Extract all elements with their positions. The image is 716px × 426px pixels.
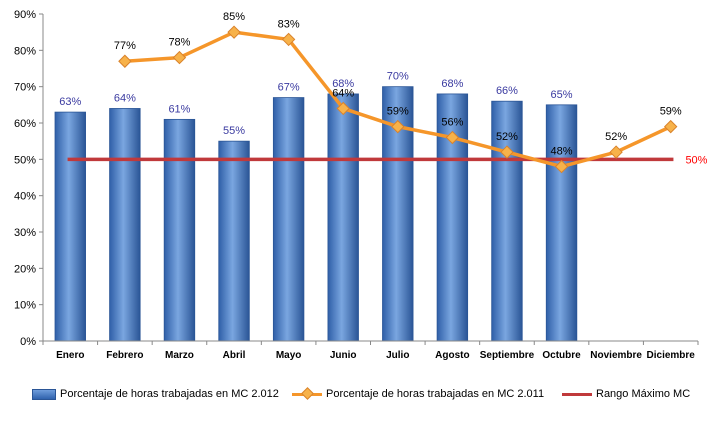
line-data-label: 85% [223, 11, 245, 23]
y-tick-label: 90% [14, 9, 36, 21]
bar [163, 118, 196, 342]
legend: Porcentaje de horas trabajadas en MC 2.0… [0, 380, 716, 410]
y-tick-label: 50% [14, 154, 36, 166]
bar-data-label: 55% [223, 125, 245, 137]
legend-swatch-2011 [292, 387, 322, 400]
x-tick-label: Julio [386, 350, 409, 361]
bar-series [54, 86, 578, 342]
legend-item-max: Rango Máximo MC [562, 386, 690, 402]
line-point [227, 25, 241, 39]
bar-labels: 63% 64% 61% 55% 67% 68% 70% 68% 66% 65% [59, 71, 572, 138]
x-tick-label: Enero [56, 350, 84, 361]
bar [272, 97, 305, 342]
line-data-label: 64% [332, 87, 354, 99]
bar [109, 108, 141, 342]
bar [218, 140, 250, 342]
line-data-label: 56% [441, 117, 463, 129]
y-tick-label: 40% [14, 191, 36, 203]
legend-item-2011: Porcentaje de horas trabajadas en MC 2.0… [292, 386, 544, 402]
x-axis: Enero Febrero Marzo Abril Mayo Junio Julio Agos… [42, 340, 699, 361]
y-tick-label: 30% [14, 227, 36, 239]
y-axis: 0% 10% 20% 30% 40% 50% 60% 70% 80% 90% [14, 9, 44, 348]
y-tick-label: 60% [14, 118, 36, 130]
max-range-label: 50% [685, 154, 707, 166]
line-data-label: 59% [660, 106, 682, 118]
line-labels: 77% 78% 85% 83% 64% 59% 56% 52% 48% 52% 59% [114, 11, 682, 157]
x-tick-label: Abril [223, 350, 246, 361]
x-tick-label: Mayo [276, 350, 302, 361]
y-tick-label: 10% [14, 300, 36, 312]
y-tick-label: 70% [14, 82, 36, 94]
bar [54, 111, 86, 342]
bar-data-label: 66% [496, 85, 518, 97]
line-data-label: 48% [551, 146, 573, 158]
line-point [445, 130, 460, 145]
bar-data-label: 65% [551, 89, 573, 101]
x-tick-label: Noviembre [590, 350, 642, 361]
bar-data-label: 67% [278, 82, 300, 94]
y-tick-label: 20% [14, 263, 36, 275]
x-tick-label: Octubre [542, 350, 581, 361]
line-data-label: 52% [496, 131, 518, 143]
x-tick-label: Diciembre [647, 350, 696, 361]
legend-swatch-2012 [32, 388, 56, 400]
x-tick-label: Junio [330, 350, 357, 361]
bar [327, 93, 359, 342]
legend-swatch-max [562, 389, 592, 399]
line-data-label: 77% [114, 40, 136, 52]
bar-data-label: 68% [441, 78, 463, 90]
x-tick-label: Febrero [106, 350, 143, 361]
line-data-label: 78% [168, 37, 190, 49]
x-tick-label: Septiembre [480, 350, 535, 361]
line-point [118, 54, 132, 68]
bar [491, 100, 523, 342]
line-point [336, 101, 350, 116]
y-tick-label: 0% [20, 336, 36, 348]
bar-data-label: 70% [387, 71, 409, 83]
line-point [554, 159, 569, 174]
line-data-label: 59% [387, 106, 409, 118]
line-point [664, 119, 678, 134]
x-tick-label: Marzo [165, 350, 194, 361]
bar-data-label: 64% [114, 92, 136, 104]
bar [545, 104, 578, 342]
x-tick-label: Agosto [435, 350, 469, 361]
y-tick-label: 80% [14, 45, 36, 57]
bar-data-label: 68% [332, 78, 354, 90]
bar-data-label: 61% [168, 103, 190, 115]
line-point [500, 145, 514, 159]
line-point [172, 50, 187, 65]
line-point [609, 145, 623, 159]
line-data-label: 52% [605, 131, 627, 143]
line-point [281, 32, 296, 47]
legend-label-max: Rango Máximo MC [596, 388, 691, 400]
bar-data-label: 63% [59, 96, 81, 108]
line-data-label: 83% [278, 18, 300, 30]
max-range-series: 50% [67, 154, 708, 166]
line-series [118, 25, 678, 174]
legend-item-2012: Porcentaje de horas trabajadas en MC 2.0… [32, 386, 279, 402]
legend-label-2012: Porcentaje de horas trabajadas en MC 2.0… [60, 388, 279, 400]
legend-label-2011: Porcentaje de horas trabajadas en MC 2.0… [326, 388, 545, 400]
line-point [391, 119, 405, 134]
